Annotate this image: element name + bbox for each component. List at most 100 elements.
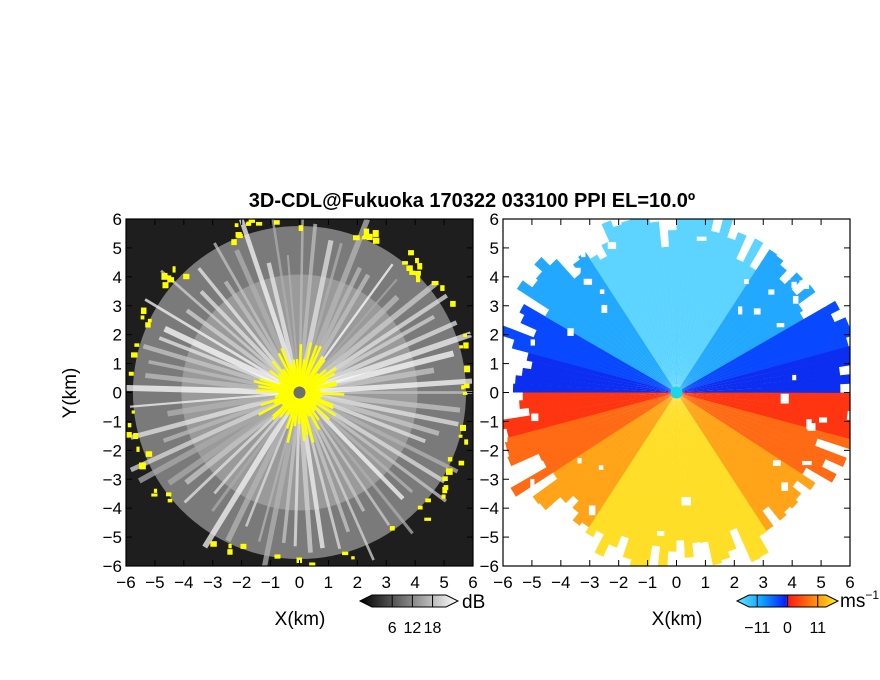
velocity-colorbar-tick-label: 0 [783,620,792,637]
reflectivity-edge-echo [464,383,470,389]
velocity-gap [738,306,743,315]
reflectivity-beam [239,219,302,394]
reflectivity-edge-echo [246,221,251,226]
reflectivity-y-tick-label: 0 [113,384,122,403]
reflectivity-edge-echo [402,261,408,265]
reflectivity-x-tick-label: −6 [116,573,135,592]
reflectivity-y-tick-label: 2 [113,326,122,345]
reflectivity-x-tick-label: −5 [145,573,164,592]
velocity-x-tick-label: −5 [522,573,541,592]
velocity-gap [594,243,599,252]
velocity-sector [601,220,677,393]
velocity-sector [534,256,677,393]
velocity-y-tick-label: 2 [490,326,499,345]
velocity-gap [787,515,797,524]
velocity-sector [676,392,761,563]
velocity-x-tick-label: 2 [730,573,739,592]
reflectivity-y-tick-label: 3 [113,297,122,316]
velocity-sector [572,392,677,502]
reflectivity-edge-echo [440,285,445,291]
reflectivity-edge-echo [353,235,360,241]
velocity-sector [676,255,784,393]
velocity-gap [530,339,536,346]
velocity-x-tick-label: −4 [551,573,570,592]
reflectivity-edge-echo [450,300,456,307]
velocity-sector [522,392,677,401]
velocity-y-tick-label: −5 [480,528,499,547]
velocity-sector [676,392,787,521]
velocity-sector [676,392,694,558]
reflectivity-x-tick-label: 4 [410,573,419,592]
velocity-sector [519,392,677,409]
reflectivity-edge-echo [136,446,140,452]
velocity-sector [676,383,841,393]
reflectivity-edge-echo [463,333,467,338]
velocity-sector [676,355,850,393]
reflectivity-edge-echo [227,549,233,555]
velocity-colorbar-tick-label: 11 [809,620,826,637]
reflectivity-y-axis-label: Y(km) [60,368,81,419]
reflectivity-colorbar-tick-label: 12 [403,620,421,637]
velocity-sector [676,392,837,483]
reflectivity-edge-echo [408,250,414,256]
velocity-gap [599,289,605,295]
velocity-sector [621,392,677,539]
reflectivity-edge-echo [255,221,263,226]
reflectivity-edge-echo [210,541,217,547]
velocity-sector [596,392,677,535]
velocity-colorbar-unit: ms−1 [840,588,879,612]
velocity-sector [510,392,677,497]
reflectivity-beam [298,390,440,436]
velocity-gap [598,465,604,470]
velocity-sector [532,392,677,505]
reflectivity-y-ticks: 6 5 4 3 2 1 0 −1 −2 −3 −4 −5 −6 [103,210,473,576]
velocity-x-tick-label: 4 [787,573,796,592]
velocity-sector [676,392,774,532]
velocity-gap [577,458,582,464]
reflectivity-edge-echo [415,257,419,264]
velocity-sector [549,258,677,393]
reflectivity-edge-echo [463,342,469,349]
velocity-sector [503,392,677,448]
velocity-sector [676,300,840,393]
velocity-sector [532,279,677,393]
velocity-y-tick-label: 4 [490,268,499,287]
reflectivity-edge-echo [167,498,173,503]
velocity-sector [539,392,677,511]
reflectivity-edge-echo [372,237,380,244]
velocity-sector [507,392,677,467]
velocity-colorbar-tick-label: −11 [744,620,770,637]
reflectivity-field [126,219,473,566]
velocity-x-tick-label: 3 [759,573,768,592]
velocity-gap [780,393,789,404]
reflectivity-edge-echo [234,223,239,228]
reflectivity-beam [144,298,301,394]
velocity-gap [601,304,608,313]
reflectivity-edge-echo [165,275,172,279]
reflectivity-y-tick-label: −4 [103,499,122,518]
reflectivity-colorbar-tick-label: 6 [388,620,397,637]
reflectivity-edge-echo [461,385,465,390]
velocity-sector [676,312,804,393]
reflectivity-y-tick-label: 6 [113,210,122,229]
velocity-sector [676,392,802,501]
velocity-y-tick-label: 0 [490,384,499,403]
velocity-sector [676,232,747,393]
velocity-sector [676,219,686,393]
velocity-sector [676,392,799,509]
velocity-sector [506,392,677,438]
reflectivity-edge-echo [309,562,316,566]
reflectivity-edge-echo [147,318,152,323]
reflectivity-edge-echo [459,424,467,431]
reflectivity-edge-echo [133,433,139,440]
reflectivity-edge-echo [417,263,423,270]
reflectivity-colorbar-bar [358,594,460,608]
velocity-sector [639,219,677,393]
radar-site-marker [293,386,306,399]
velocity-gap [768,289,775,295]
velocity-gap [567,328,574,336]
reflectivity-edge-echo [151,493,158,497]
reflectivity-beam [297,391,405,501]
velocity-sector [676,392,709,543]
velocity-sector [511,339,677,393]
